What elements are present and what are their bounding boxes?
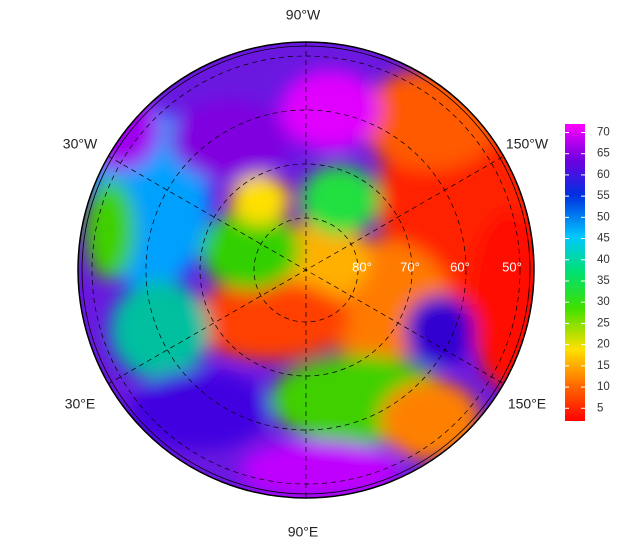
- colorbar-tick-label: 20: [597, 339, 610, 351]
- data-field: [78, 42, 534, 498]
- lat-label: 80°: [352, 259, 372, 274]
- colorbar-tick-label: 25: [597, 317, 610, 329]
- colorbar-tick-label: 40: [597, 254, 610, 266]
- colorbar-tick-label: 15: [597, 360, 610, 372]
- colorbar-ticks: 5 10 15 20 25 30 35 40 45 50 55 60 65 70: [565, 127, 610, 414]
- lat-label: 50°: [502, 259, 522, 274]
- lon-label: 90°E: [288, 524, 319, 540]
- lon-label: 30°W: [63, 136, 98, 152]
- colorbar-tick-label: 35: [597, 275, 610, 287]
- colorbar-tick-label: 65: [597, 148, 610, 160]
- colorbar: [565, 124, 585, 421]
- colorbar-tick-label: 50: [597, 211, 610, 223]
- lon-label: 30°E: [65, 396, 96, 412]
- map-border: [77, 41, 535, 499]
- colorbar-tick-label: 10: [597, 381, 610, 393]
- colorbar-tick-label: 70: [597, 127, 610, 139]
- map-border-inner: [81, 45, 531, 495]
- colorbar-tick-label: 30: [597, 296, 610, 308]
- graticule: [91, 42, 521, 498]
- colorbar-tick-label: 55: [597, 190, 610, 202]
- lon-label: 90°W: [286, 7, 321, 23]
- colorbar-tick-label: 60: [597, 169, 610, 181]
- colorbar-tick-label: 5: [597, 402, 603, 414]
- colorbar-tick-label: 45: [597, 233, 610, 245]
- lon-label: 150°W: [506, 136, 549, 152]
- lat-label: 70°: [400, 259, 420, 274]
- lat-label: 60°: [450, 259, 470, 274]
- lon-label: 150°E: [508, 396, 546, 412]
